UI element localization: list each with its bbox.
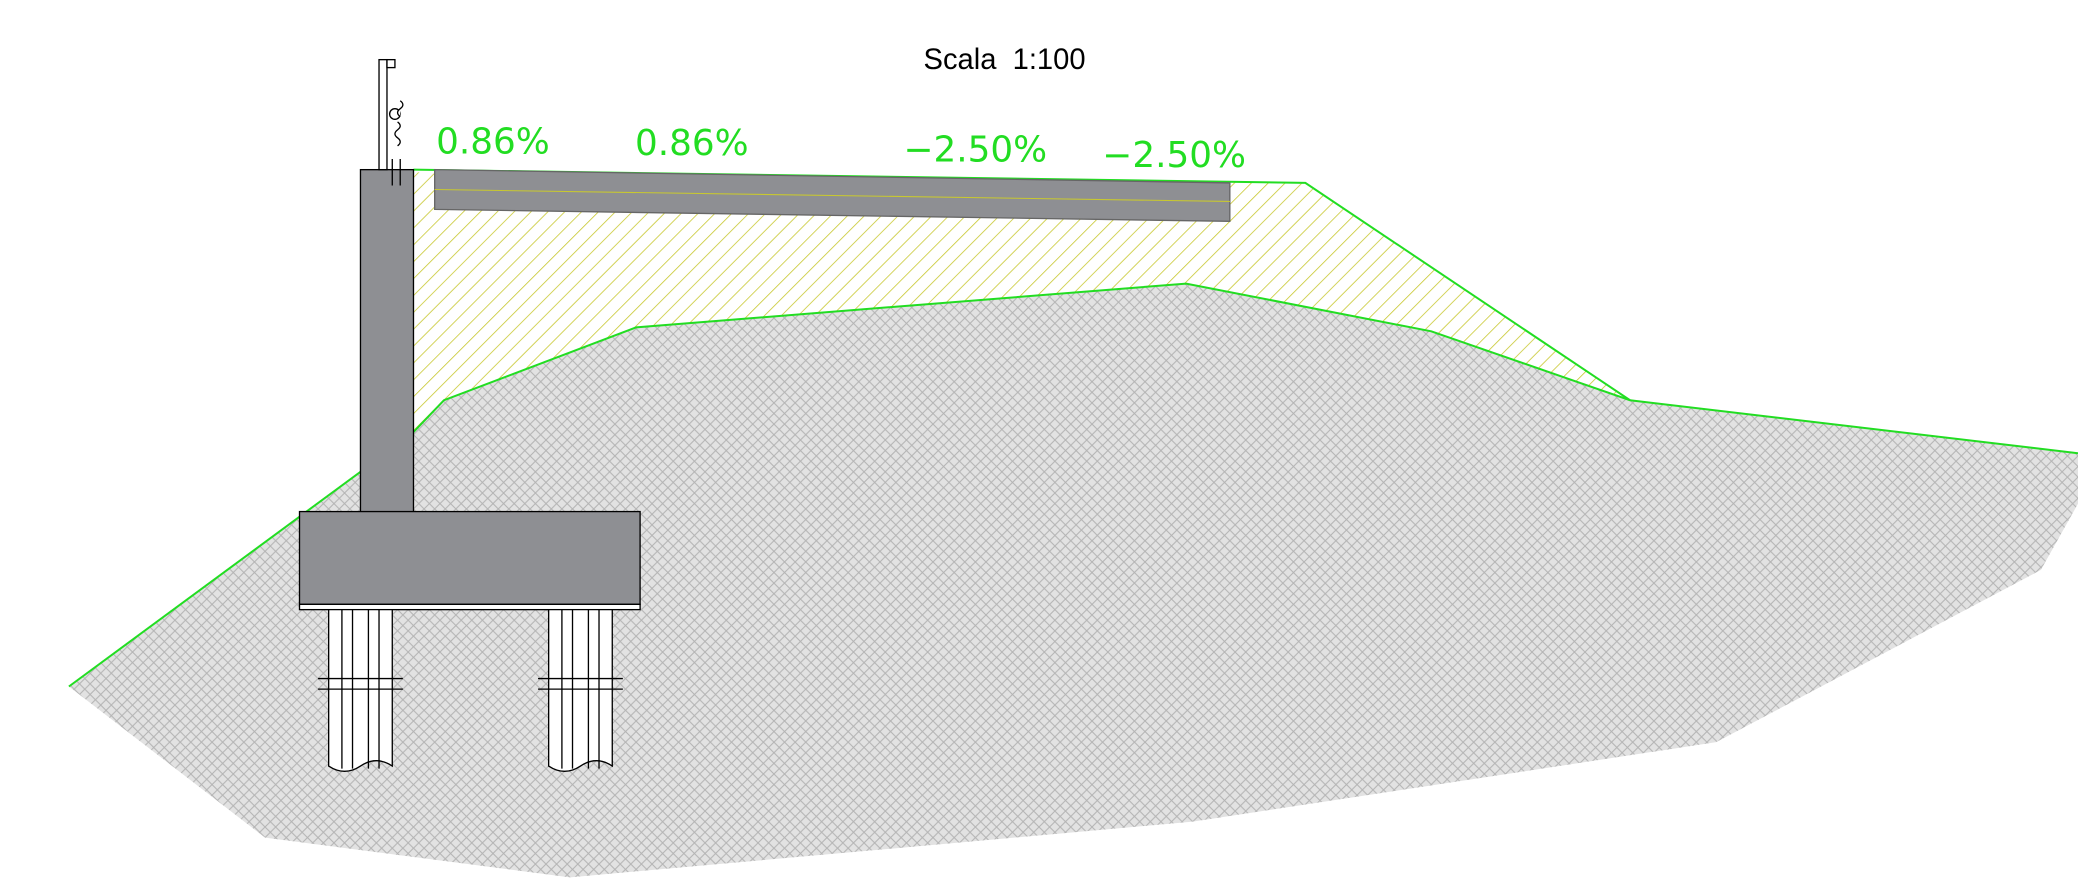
- lean-concrete: [298, 603, 641, 611]
- pavement-layer: [434, 188, 1230, 202]
- embankment-fill: [413, 172, 1631, 433]
- slope-label: 0.86%: [635, 123, 749, 164]
- pile: [318, 608, 403, 772]
- pile: [538, 608, 623, 772]
- guardrail: [378, 58, 404, 186]
- ground-line: [68, 471, 362, 688]
- wall-stem: [359, 168, 415, 515]
- scale-title: Scala 1:100: [924, 44, 1086, 76]
- slope-label: 0.86%: [436, 122, 550, 163]
- slope-label: −2.50%: [904, 130, 1048, 171]
- slope-label: −2.50%: [1102, 135, 1246, 176]
- wall-footing: [298, 510, 641, 605]
